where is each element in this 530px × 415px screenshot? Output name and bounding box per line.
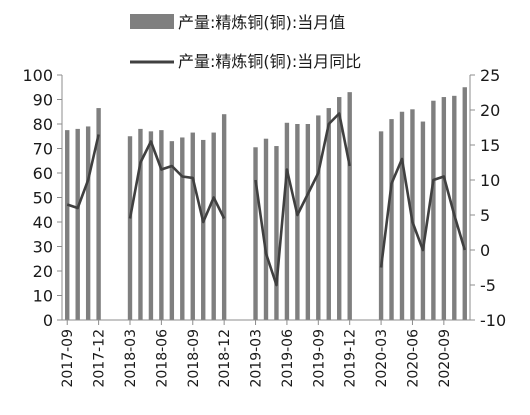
bar <box>326 108 331 320</box>
right-tick-label: 5 <box>480 206 490 225</box>
left-tick-label: 60 <box>33 164 53 183</box>
bar <box>148 131 154 320</box>
left-tick-label: 50 <box>33 189 53 208</box>
x-tick-label: 2018-12 <box>217 329 233 388</box>
x-tick-label: 2019-06 <box>280 329 296 388</box>
legend-line-label: 产量:精炼铜(铜):当月同比 <box>178 52 361 71</box>
right-tick-label: 25 <box>480 66 500 85</box>
x-tick-label: 2017-09 <box>60 329 76 388</box>
left-tick-label: 70 <box>33 140 53 159</box>
x-tick-label: 2018-03 <box>123 329 139 388</box>
bar <box>211 132 216 320</box>
bar <box>96 108 101 320</box>
legend: 产量:精炼铜(铜):当月值 产量:精炼铜(铜):当月同比 <box>130 13 361 71</box>
bar <box>462 87 467 320</box>
bar <box>75 128 80 320</box>
bar <box>378 131 384 320</box>
bar <box>420 121 426 320</box>
bar <box>127 136 133 320</box>
bar <box>431 100 436 320</box>
bar <box>452 95 457 320</box>
series-line <box>128 140 226 224</box>
x-tick-label: 2018-06 <box>154 329 170 388</box>
right-tick-label: 10 <box>480 171 500 190</box>
left-tick-label: 90 <box>33 91 53 110</box>
bar <box>201 139 206 320</box>
bar <box>253 147 258 320</box>
series-line <box>66 134 100 210</box>
x-tick-label: 2019-09 <box>311 329 327 388</box>
left-tick-label: 40 <box>33 213 53 232</box>
bar <box>138 128 143 320</box>
right-tick-label: 0 <box>480 241 490 260</box>
left-tick-label: 100 <box>22 66 53 85</box>
x-tick-label: 2017-12 <box>92 329 108 388</box>
bar <box>441 97 447 320</box>
bar <box>295 124 300 320</box>
bar <box>159 130 164 321</box>
bar <box>305 124 311 320</box>
bar <box>190 132 195 320</box>
bar <box>169 141 175 320</box>
bar <box>389 119 394 320</box>
plot-area: 0 10 20 30 40 50 60 70 80 90 100 -10 -5 0 5 10 15 20 25 201… <box>22 66 506 388</box>
x-tick-label: 2020-09 <box>437 329 453 388</box>
bar <box>65 130 70 321</box>
series-line <box>254 112 351 287</box>
bar <box>347 92 352 321</box>
right-tick-label: -10 <box>480 311 506 330</box>
left-tick-label: 10 <box>33 287 53 306</box>
right-tick-label: 15 <box>480 136 500 155</box>
left-tick-label: 20 <box>33 262 53 281</box>
x-tick-label: 2020-06 <box>405 329 421 388</box>
legend-bar-label: 产量:精炼铜(铜):当月值 <box>178 13 345 32</box>
bar <box>316 115 321 321</box>
bar <box>337 97 342 320</box>
legend-bar-swatch <box>130 14 174 29</box>
x-tick-label: 2019-12 <box>343 329 359 388</box>
right-tick-label: -5 <box>480 276 496 295</box>
x-tick-label: 2020-03 <box>374 329 390 388</box>
bar <box>85 126 91 320</box>
left-tick-label: 30 <box>33 238 53 257</box>
left-tick-label: 0 <box>43 311 53 330</box>
bar <box>274 146 279 320</box>
x-tick-label: 2019-03 <box>249 329 265 388</box>
bar <box>399 111 405 320</box>
bar <box>180 137 185 320</box>
bar <box>284 122 290 321</box>
left-tick-label: 80 <box>33 115 53 134</box>
right-tick-label: 20 <box>480 101 500 120</box>
x-tick-label: 2018-09 <box>186 329 202 388</box>
bar <box>263 138 269 320</box>
